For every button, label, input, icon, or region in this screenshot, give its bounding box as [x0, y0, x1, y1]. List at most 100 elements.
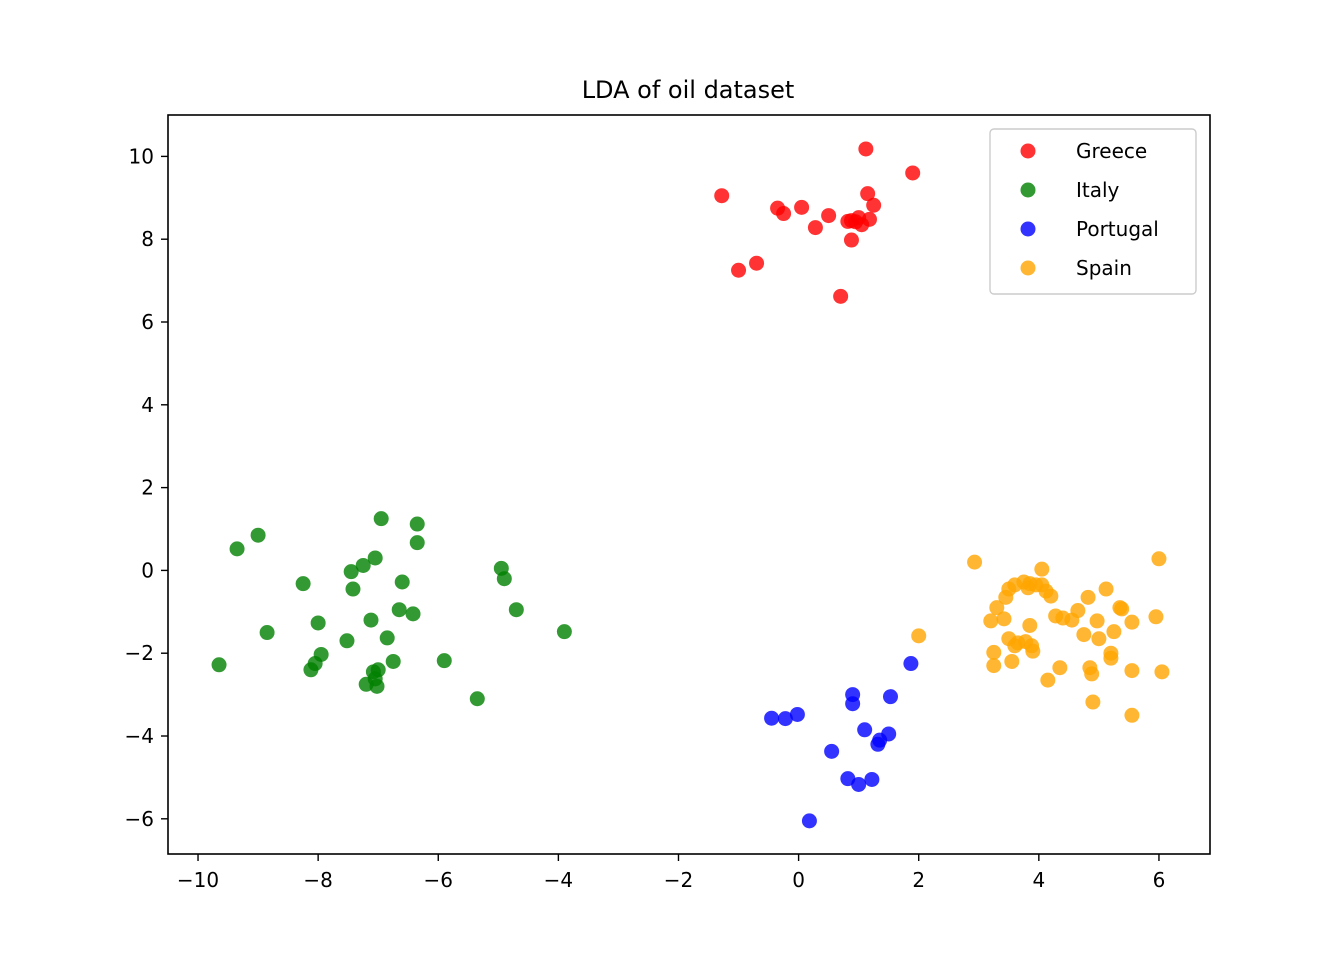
legend-marker [1020, 182, 1036, 198]
data-point-italy [250, 527, 266, 543]
data-point-spain [983, 613, 999, 629]
data-point-spain [1022, 617, 1038, 633]
legend-marker [1020, 260, 1036, 276]
legend-item-portugal: Portugal [1020, 217, 1159, 241]
data-point-spain [1064, 612, 1080, 628]
x-tick-label: −6 [424, 868, 453, 892]
chart-title: LDA of oil dataset [582, 76, 795, 104]
data-point-greece [833, 288, 849, 304]
data-point-italy [391, 602, 407, 618]
legend-box [989, 128, 1197, 295]
data-point-spain [1098, 581, 1114, 597]
data-point-portugal [789, 706, 805, 722]
series-spain [911, 551, 1170, 723]
x-tick-label: −4 [544, 868, 573, 892]
data-point-portugal [801, 813, 817, 829]
data-point-spain [1124, 707, 1140, 723]
data-point-spain [1052, 660, 1068, 676]
data-point-greece [861, 211, 877, 227]
y-tick-label: −2 [125, 641, 154, 665]
data-point-italy [385, 653, 401, 669]
data-point-spain [967, 554, 983, 570]
data-point-greece [848, 214, 864, 230]
x-tick-label: 2 [912, 868, 925, 892]
data-point-spain [1040, 672, 1056, 688]
axis-ticks: −10 −8 −6 −4 −2 0 2 4 6 −6 −4 −2 0 2 4 6 8 10 [125, 144, 1166, 892]
x-tick-label: 0 [792, 868, 805, 892]
data-point-italy [409, 516, 425, 532]
x-tick-label: −10 [177, 868, 219, 892]
data-point-italy [508, 602, 524, 618]
y-tick-label: 4 [141, 393, 154, 417]
x-tick-label: −8 [303, 868, 332, 892]
data-point-italy [367, 550, 383, 566]
data-point-portugal [851, 776, 867, 792]
data-point-spain [1076, 627, 1092, 643]
data-point-greece [843, 232, 859, 248]
data-point-italy [211, 657, 227, 673]
data-point-italy [339, 633, 355, 649]
y-tick-label: −4 [125, 724, 154, 748]
data-point-italy [259, 625, 275, 641]
data-point-portugal [903, 656, 919, 672]
legend-item-spain: Spain [1020, 256, 1132, 280]
data-point-italy [310, 615, 326, 631]
data-point-spain [1004, 653, 1020, 669]
x-tick-label: 6 [1153, 868, 1166, 892]
y-tick-label: −6 [125, 807, 154, 831]
data-point-portugal [864, 771, 880, 787]
data-point-spain [1034, 561, 1050, 577]
data-point-italy [394, 574, 410, 590]
data-point-spain [1084, 666, 1100, 682]
data-point-greece [860, 186, 876, 202]
data-point-italy [496, 571, 512, 587]
plot-frame [167, 114, 1211, 855]
data-point-italy [409, 535, 425, 551]
legend-label: Spain [1076, 256, 1132, 280]
data-point-italy [369, 678, 385, 694]
data-points [211, 141, 1170, 829]
y-tick-label: 8 [141, 227, 154, 251]
data-point-spain [1080, 589, 1096, 605]
data-point-spain [998, 589, 1014, 605]
data-point-italy [379, 630, 395, 646]
data-point-spain [1085, 694, 1101, 710]
data-point-italy [373, 511, 389, 527]
data-point-spain [989, 600, 1005, 616]
y-tick-label: 2 [141, 476, 154, 500]
y-tick-label: 6 [141, 310, 154, 334]
data-point-italy [295, 576, 311, 592]
data-point-italy [343, 564, 359, 580]
data-point-portugal [882, 689, 898, 705]
data-point-greece [905, 165, 921, 181]
data-point-spain [1043, 588, 1059, 604]
data-point-portugal [824, 743, 840, 759]
data-point-spain [1148, 609, 1164, 625]
data-point-spain [1124, 663, 1140, 679]
data-point-italy [363, 612, 379, 628]
data-point-spain [1025, 643, 1041, 659]
data-point-spain [986, 644, 1002, 660]
legend-label: Greece [1076, 139, 1147, 163]
data-point-greece [858, 141, 874, 157]
data-point-spain [986, 658, 1002, 674]
data-point-spain [1007, 638, 1023, 654]
data-point-greece [749, 255, 765, 271]
data-point-spain [1114, 601, 1130, 617]
data-point-italy [469, 691, 485, 707]
data-point-portugal [777, 711, 793, 727]
data-point-spain [1106, 624, 1122, 640]
legend-label: Portugal [1076, 217, 1159, 241]
data-point-portugal [764, 710, 780, 726]
legend-marker [1020, 143, 1036, 159]
data-point-italy [556, 624, 572, 640]
data-point-italy [345, 581, 361, 597]
data-point-spain [1089, 613, 1105, 629]
data-point-italy [303, 662, 319, 678]
data-point-greece [866, 197, 882, 213]
y-tick-label: 10 [129, 144, 154, 168]
data-point-spain [1103, 650, 1119, 666]
legend-item-italy: Italy [1020, 178, 1120, 202]
data-point-italy [405, 606, 421, 622]
y-tick-label: 0 [141, 558, 154, 582]
